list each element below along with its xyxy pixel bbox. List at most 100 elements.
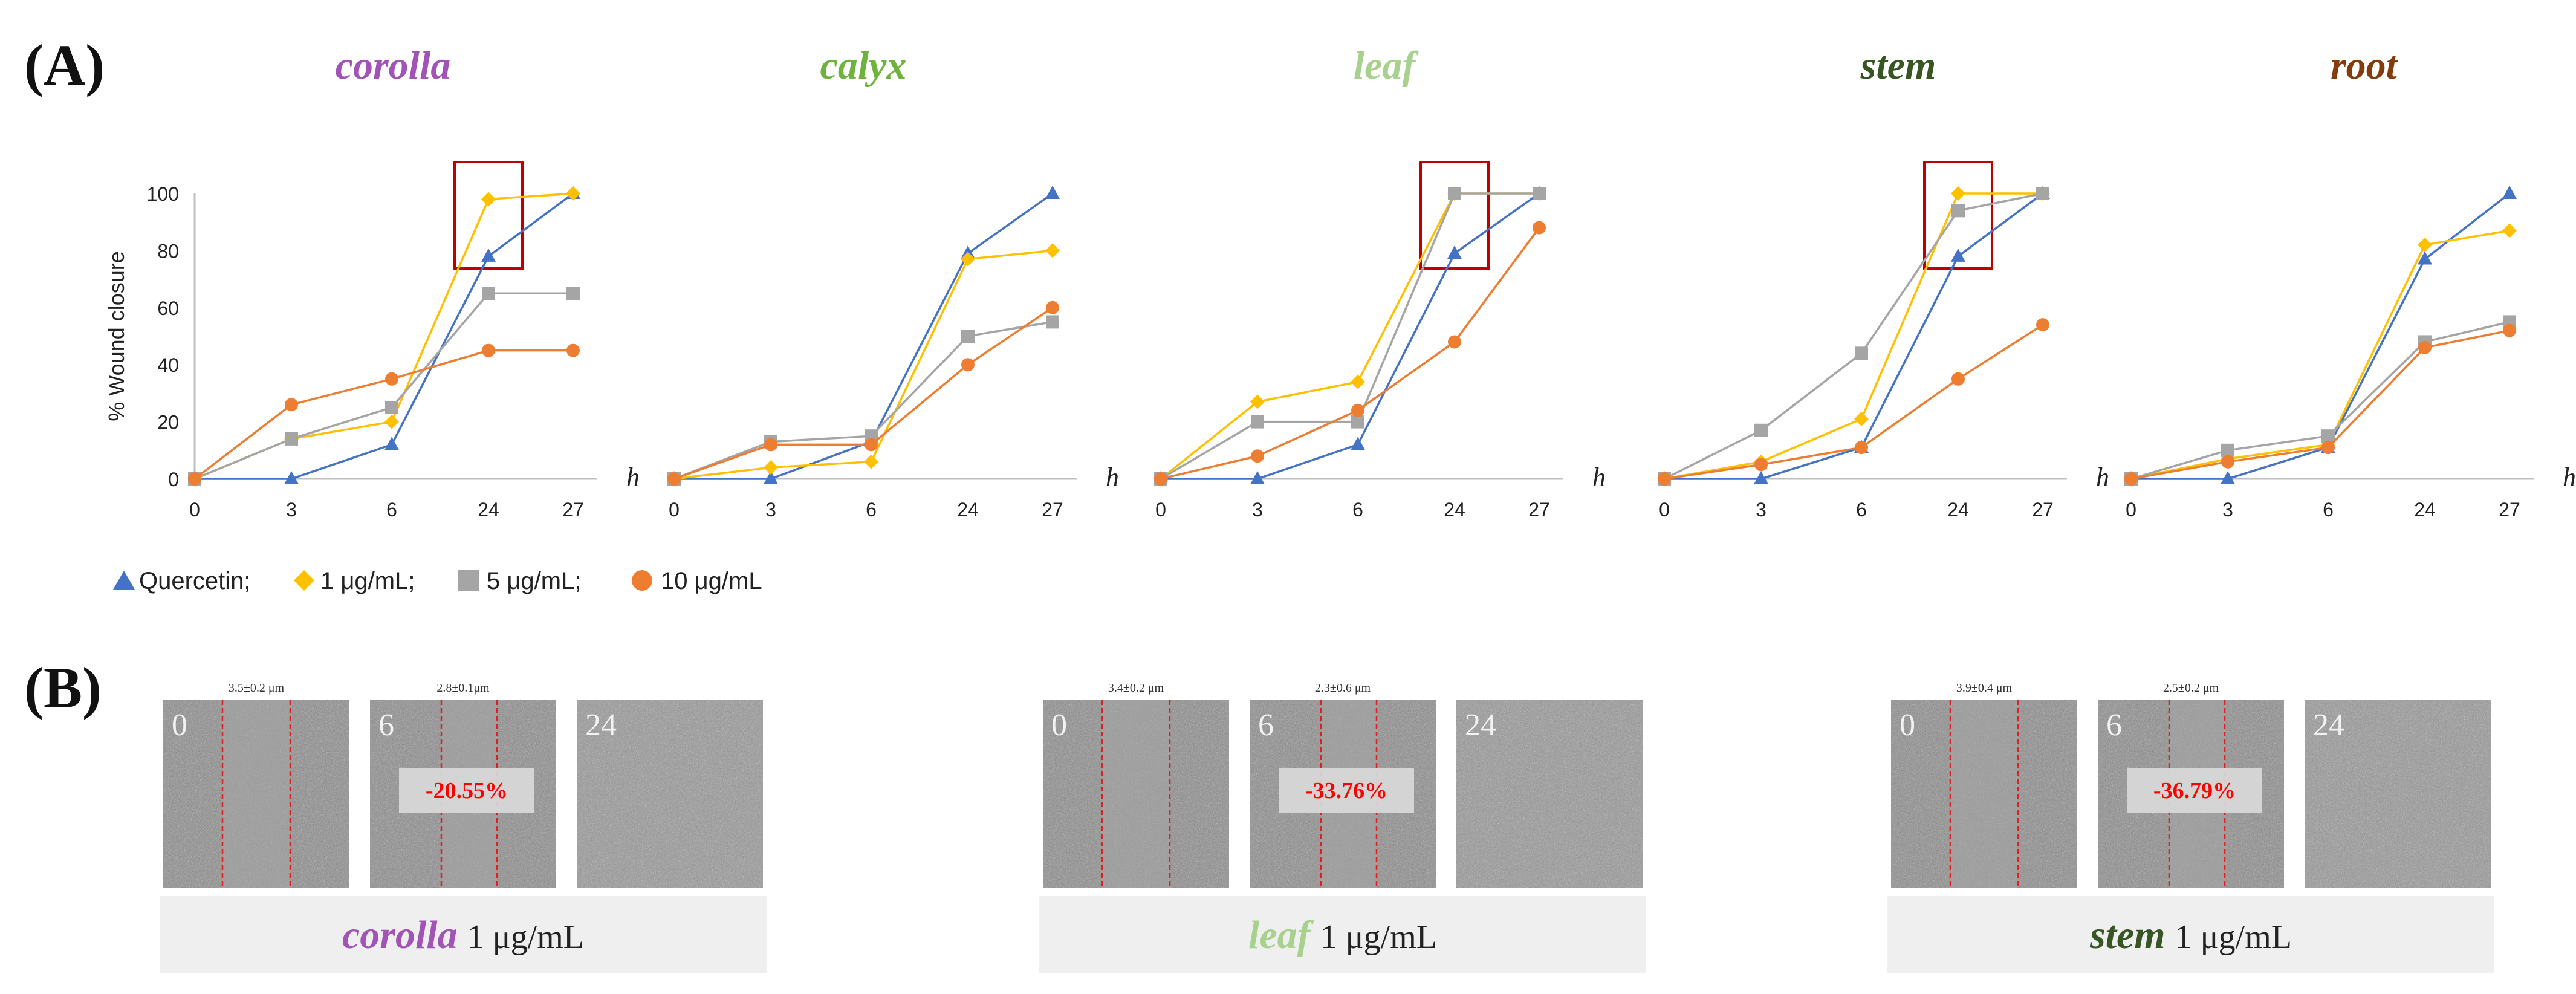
x-tick-label: 6 (866, 499, 877, 521)
micrograph-group-corolla: 0 3.5±0.2 μm 6 2.8±0.1μm -20.55% 24 corolla 1 μ… (160, 681, 767, 973)
x-tick-label: 3 (286, 499, 297, 521)
data-point-10ug (2503, 323, 2516, 337)
data-point-10ug (865, 438, 878, 452)
data-point-10ug (188, 472, 201, 486)
data-point-5ug (1855, 346, 1868, 360)
data-point-10ug (2418, 340, 2432, 354)
data-point-5ug (1251, 415, 1264, 429)
highlight-box (453, 161, 524, 270)
data-point-5ug (482, 287, 495, 300)
data-point-1ug (2502, 223, 2517, 238)
highlight-box (1419, 161, 1490, 270)
data-point-10ug (2221, 455, 2234, 469)
data-point-quercetin (1045, 186, 1060, 199)
data-point-10ug (2036, 318, 2049, 332)
x-tick-label: 6 (386, 499, 397, 521)
caption-text: corolla 1 μg/mL (342, 913, 584, 957)
time-label: 6 (378, 708, 394, 742)
legend-10ug-label: 10 μg/mL (661, 568, 762, 594)
legend-5ug-label: 5 μg/mL; (487, 568, 581, 594)
legend-10ug-marker (632, 570, 652, 591)
chart-calyx: calyx 0 3 6 24 27 h (667, 44, 1119, 521)
series-line-3 (1160, 227, 1540, 480)
data-point-quercetin (481, 248, 496, 262)
data-point-10ug (1351, 403, 1364, 417)
time-label: 0 (1900, 708, 1915, 742)
time-label: 0 (1051, 708, 1067, 742)
data-point-10ug (1855, 441, 1868, 455)
series-line-1 (2130, 229, 2510, 480)
series-line-3 (193, 349, 573, 480)
caption-text: leaf 1 μg/mL (1248, 913, 1437, 957)
x-tick-label: 3 (1756, 499, 1767, 521)
data-point-5ug (1448, 187, 1461, 200)
gap-width-label: 3.5±0.2 μm (229, 681, 285, 695)
y-tick-label: 40 (157, 354, 179, 376)
data-point-1ug (2418, 237, 2432, 252)
micrograph-frame: 24 (2305, 700, 2491, 888)
x-tick-label: 3 (765, 499, 776, 521)
data-point-10ug (1448, 335, 1461, 349)
data-point-10ug (1754, 458, 1768, 472)
chart-stem: stem 0 3 6 24 27 h (1657, 44, 2109, 521)
data-point-10ug (1251, 449, 1264, 463)
gap-width-label: 2.8±0.1μm (436, 681, 490, 695)
x-tick-label: 0 (1659, 499, 1670, 521)
gap-width-label: 3.9±0.4 μm (1956, 681, 2013, 695)
x-tick-label: 0 (2126, 499, 2136, 521)
wound-gap (222, 700, 290, 888)
data-point-1ug (384, 414, 399, 429)
data-point-quercetin (2502, 186, 2517, 199)
time-label: 6 (2106, 708, 2122, 742)
data-point-5ug (1951, 204, 1965, 218)
data-point-5ug (961, 330, 975, 343)
data-point-10ug (1951, 372, 1965, 386)
x-tick-label: 27 (1042, 499, 1063, 521)
micrograph-frame: 6 2.5±0.2 μm -36.79% (2098, 681, 2284, 888)
y-tick-label: 0 (168, 469, 179, 490)
series-line-2 (194, 292, 573, 480)
data-point-10ug (764, 438, 777, 452)
x-axis-label: h (2096, 463, 2109, 492)
data-point-1ug (1351, 374, 1365, 389)
wound-gap (1102, 700, 1170, 888)
x-tick-label: 0 (1155, 499, 1166, 521)
x-tick-label: 24 (2414, 499, 2436, 521)
y-tick-label: 20 (157, 412, 179, 434)
data-point-1ug (1250, 394, 1265, 409)
data-point-5ug (2036, 187, 2049, 200)
x-tick-label: 24 (1947, 499, 1969, 521)
wound-gap (1950, 700, 2018, 888)
series-line-1 (1160, 192, 1539, 480)
time-label: 24 (585, 708, 617, 742)
series-line-3 (673, 307, 1053, 480)
data-point-quercetin (1250, 471, 1265, 484)
data-point-5ug (1046, 315, 1059, 329)
percent-box (1279, 768, 1414, 813)
legend-5ug-marker (458, 570, 479, 591)
micrograph-image (1456, 700, 1643, 888)
micrograph-image (577, 700, 763, 888)
data-point-quercetin (2221, 471, 2235, 484)
data-point-1ug (1951, 186, 1965, 201)
x-tick-label: 3 (2222, 499, 2233, 521)
closure-percent: -20.55% (426, 778, 508, 804)
data-point-10ug (667, 472, 681, 486)
data-point-1ug (1045, 243, 1060, 258)
panel-a-label: (A) (24, 33, 105, 97)
caption-bar (1887, 896, 2494, 973)
x-axis-label: h (2563, 463, 2576, 492)
chart-title: corolla (336, 44, 451, 88)
data-point-10ug (566, 343, 580, 357)
data-point-10ug (385, 372, 398, 386)
time-label: 0 (172, 708, 187, 742)
series-line-0 (1664, 192, 2044, 480)
data-point-10ug (1154, 472, 1167, 486)
percent-box (399, 768, 534, 813)
micrograph-frame: 0 3.4±0.2 μm (1043, 681, 1229, 888)
x-axis-label: h (1592, 463, 1606, 492)
y-tick-label: 60 (157, 297, 179, 319)
legend-1ug-marker (294, 570, 314, 591)
time-label: 24 (2313, 708, 2344, 742)
